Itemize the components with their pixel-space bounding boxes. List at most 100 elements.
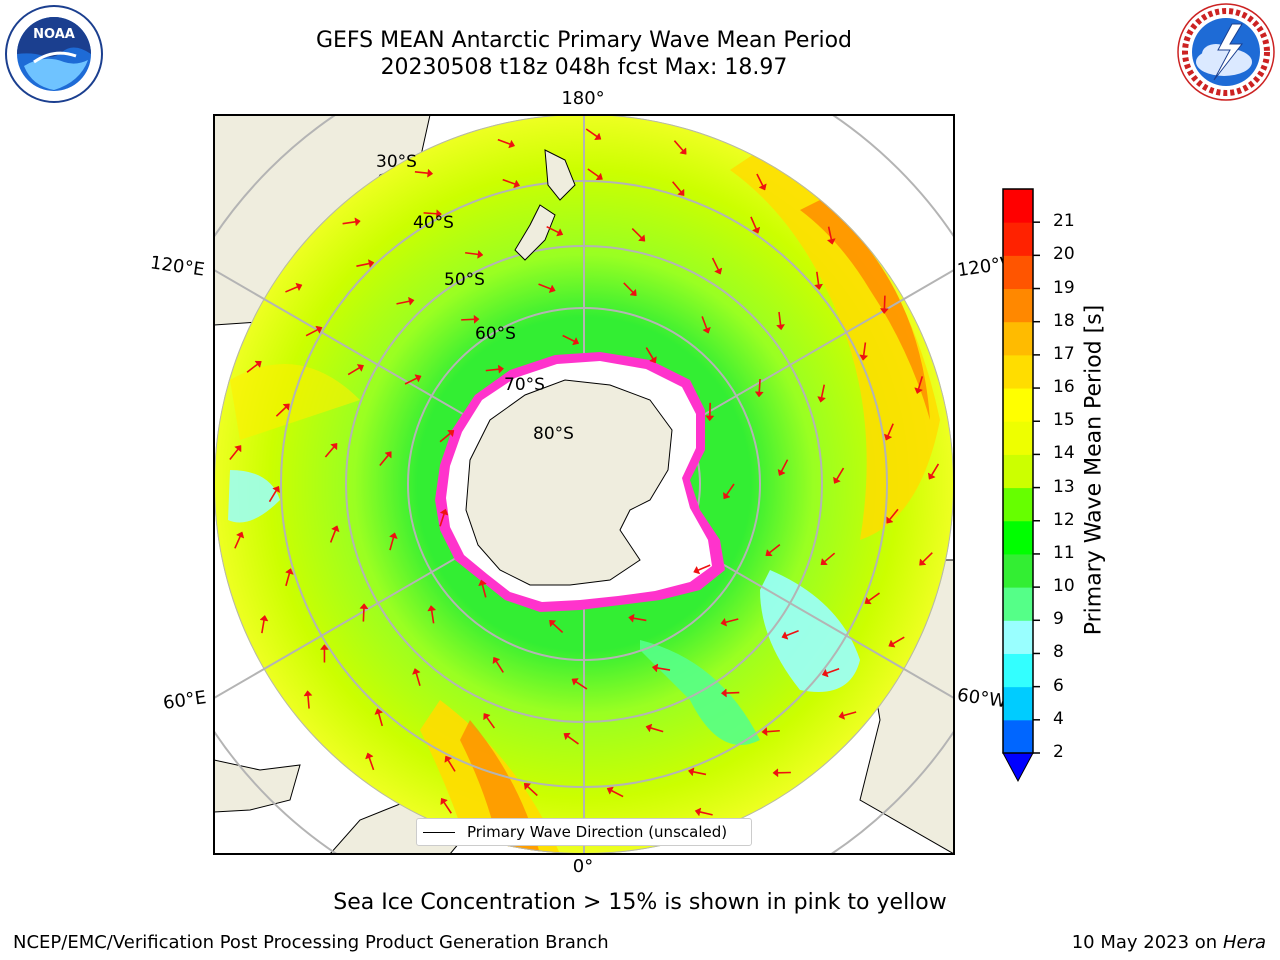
wave-direction-arrow bbox=[415, 673, 421, 686]
wave-direction-arrowhead bbox=[303, 690, 313, 697]
colorbar-cell bbox=[1003, 222, 1033, 256]
colorbar-tick-label: 17 bbox=[1053, 343, 1075, 364]
wave-direction-arrowhead bbox=[645, 723, 653, 733]
wave-direction-arrowhead bbox=[412, 668, 421, 675]
lat-label-60s: 60°S bbox=[475, 324, 516, 344]
credit-text: NCEP/EMC/Verification Post Processing Pr… bbox=[13, 932, 609, 953]
wave-direction-arrow bbox=[285, 286, 298, 293]
wave-direction-arrow bbox=[699, 811, 713, 816]
wave-direction-arrowhead bbox=[677, 188, 685, 196]
wave-direction-arrow bbox=[497, 138, 511, 145]
wave-direction-arrow bbox=[843, 711, 857, 717]
wave-direction-arrow bbox=[305, 328, 318, 337]
colorbar-tick-label: 19 bbox=[1053, 277, 1075, 298]
wave-direction-arrow bbox=[439, 432, 451, 443]
wave-direction-arrowhead bbox=[563, 732, 571, 741]
wave-direction-arrowhead bbox=[389, 532, 398, 540]
wave-direction-arrow bbox=[650, 727, 664, 733]
wave-direction-arrowhead bbox=[497, 364, 505, 374]
wave-direction-arrowhead bbox=[820, 557, 828, 566]
antarctica-land bbox=[465, 379, 673, 586]
wave-direction-arrowhead bbox=[702, 326, 711, 334]
lat-label-80s: 80°S bbox=[533, 424, 574, 444]
wave-direction-arrowhead bbox=[720, 688, 727, 698]
wave-direction-arrowhead bbox=[234, 445, 242, 453]
wave-direction-arrow bbox=[701, 316, 708, 329]
wave-direction-arrowhead bbox=[761, 727, 768, 737]
wave-direction-arrow bbox=[633, 617, 647, 622]
colorbar-tick-label: 15 bbox=[1053, 410, 1075, 431]
wave-direction-arrowhead bbox=[628, 613, 635, 623]
wave-direction-arrow bbox=[611, 789, 624, 798]
wave-direction-arrow bbox=[672, 181, 682, 193]
map-frame bbox=[213, 114, 955, 855]
wave-direction-arrowhead bbox=[319, 644, 329, 650]
wave-direction-arrowhead bbox=[879, 308, 889, 315]
wave-direction-arrow bbox=[711, 257, 719, 271]
lon-label-0: 0° bbox=[572, 856, 594, 877]
new-zealand-land bbox=[514, 149, 576, 261]
wave-direction-arrowhead bbox=[523, 782, 532, 791]
wave-direction-arrow bbox=[423, 212, 437, 215]
colorbar-cell bbox=[1003, 354, 1033, 389]
wave-direction-arrow bbox=[697, 564, 711, 571]
wave-direction-arrowhead bbox=[776, 324, 786, 331]
wave-direction-arrowhead bbox=[833, 476, 841, 484]
colorbar-cell bbox=[1003, 421, 1033, 455]
wave-direction-arrow bbox=[465, 251, 479, 256]
colorbar-tick-label: 11 bbox=[1053, 542, 1075, 563]
wave-direction-arrowhead bbox=[888, 639, 896, 648]
wave-direction-arrow bbox=[778, 311, 782, 326]
colorbar-cell bbox=[1003, 587, 1033, 621]
wave-direction-arrowhead bbox=[838, 711, 846, 720]
wave-direction-arrow bbox=[396, 300, 410, 305]
wave-direction-arrowhead bbox=[272, 485, 280, 494]
wave-direction-arrowhead bbox=[478, 579, 487, 587]
wave-direction-arrowhead bbox=[826, 238, 836, 245]
wave-direction-arrowhead bbox=[367, 259, 375, 269]
wave-direction-arrowhead bbox=[679, 147, 687, 155]
wave-direction-arrowhead bbox=[651, 663, 659, 673]
wave-direction-arrowhead bbox=[331, 525, 340, 533]
wave-direction-arrowhead bbox=[723, 491, 731, 500]
wave-direction-arrow bbox=[769, 543, 781, 554]
wave-direction-arrow bbox=[786, 630, 799, 637]
wave-direction-arrow bbox=[575, 681, 588, 690]
wave-direction-arrow bbox=[538, 283, 551, 290]
wave-direction-arrow bbox=[342, 221, 356, 225]
wave-direction-arrowhead bbox=[777, 468, 786, 476]
wave-direction-arrowhead bbox=[594, 132, 602, 140]
lat-label-50s: 50°S bbox=[444, 270, 485, 290]
wave-direction-arrow bbox=[567, 735, 579, 745]
chart-subtitle: 20230508 t18z 048h fcst Max: 18.97 bbox=[380, 55, 788, 80]
sea-ice-note: Sea Ice Concentration > 15% is shown in … bbox=[333, 890, 947, 915]
wave-direction-arrowhead bbox=[638, 234, 646, 242]
wave-direction-arrow bbox=[585, 128, 598, 138]
wave-direction-arrowhead bbox=[751, 226, 761, 234]
wave-direction-arrow bbox=[562, 334, 575, 342]
colorbar-cell bbox=[1003, 321, 1033, 356]
colorbar-tick-label: 10 bbox=[1053, 576, 1075, 597]
wave-direction-arrow bbox=[657, 667, 671, 671]
wave-direction-arrowhead bbox=[315, 325, 323, 334]
run-date: 10 May 2023 on Hera bbox=[1072, 932, 1266, 953]
wave-direction-arrow bbox=[389, 537, 395, 551]
lat-label-40s: 40°S bbox=[413, 213, 454, 233]
wave-direction-arrow bbox=[229, 448, 239, 461]
noaa-logo: NOAA bbox=[5, 5, 103, 103]
wave-direction-arrowhead bbox=[414, 374, 422, 383]
wave-direction-arrowhead bbox=[571, 678, 579, 686]
wave-direction-arrow bbox=[356, 262, 370, 267]
wave-direction-arrowhead bbox=[235, 531, 245, 539]
wave-direction-arrow bbox=[725, 483, 735, 496]
wave-direction-arrowhead bbox=[295, 282, 303, 292]
wave-direction-arrowhead bbox=[408, 296, 415, 306]
wave-direction-arrow bbox=[502, 178, 516, 185]
wave-direction-arrowhead bbox=[365, 752, 374, 760]
colorbar-cell bbox=[1003, 189, 1033, 223]
wave-direction-arrow bbox=[307, 695, 310, 709]
wave-direction-arrowhead bbox=[384, 451, 392, 459]
colorbar-tick-label: 6 bbox=[1053, 675, 1064, 696]
wave-direction-arrow bbox=[587, 168, 599, 178]
wave-direction-arrowhead bbox=[754, 391, 764, 398]
